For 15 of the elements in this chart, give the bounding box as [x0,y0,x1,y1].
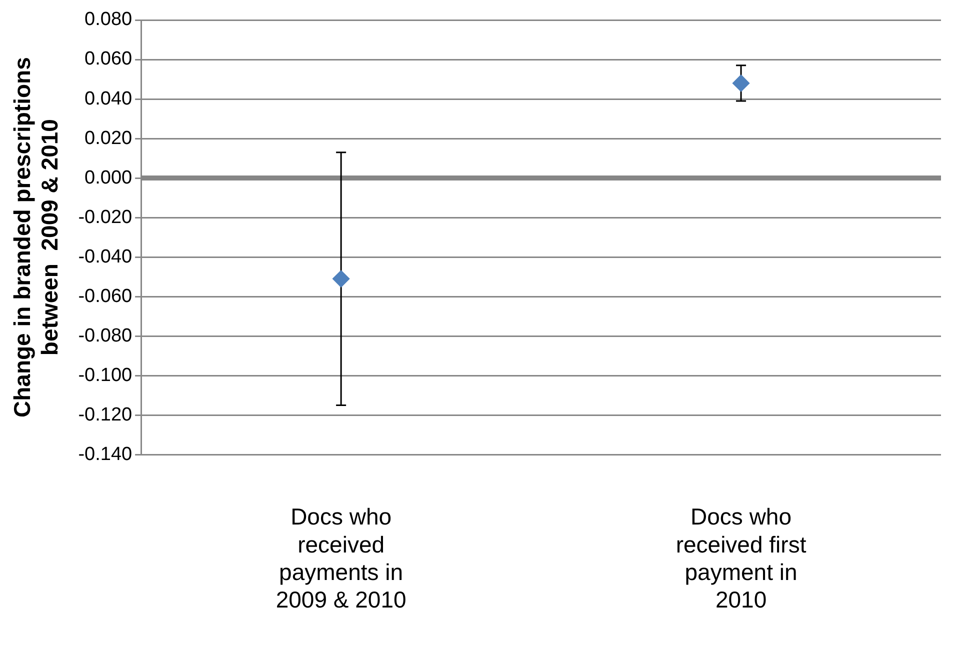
y-tick-label: 0.060 [84,48,132,70]
y-tick-label: -0.060 [78,286,132,307]
y-tick-label: -0.040 [78,246,132,268]
x-tick-label: Docs who received payments in 2009 & 2010 [276,504,406,613]
y-tick-label: -0.100 [78,364,132,386]
y-tick-label: -0.120 [78,404,132,426]
y-tick-label: -0.080 [78,325,132,346]
x-tick-label: Docs who received first payment in 2010 [676,504,807,613]
y-tick-label: 0.040 [84,88,132,110]
y-axis-title: Change in branded prescriptions between 2009 & 2010 [9,57,63,418]
y-tick-label: 0.080 [84,9,132,30]
y-tick-label: -0.020 [78,206,132,228]
y-tick-label: 0.000 [84,167,132,188]
y-tick-label: -0.140 [78,444,132,465]
y-tick-label: 0.020 [84,128,132,149]
